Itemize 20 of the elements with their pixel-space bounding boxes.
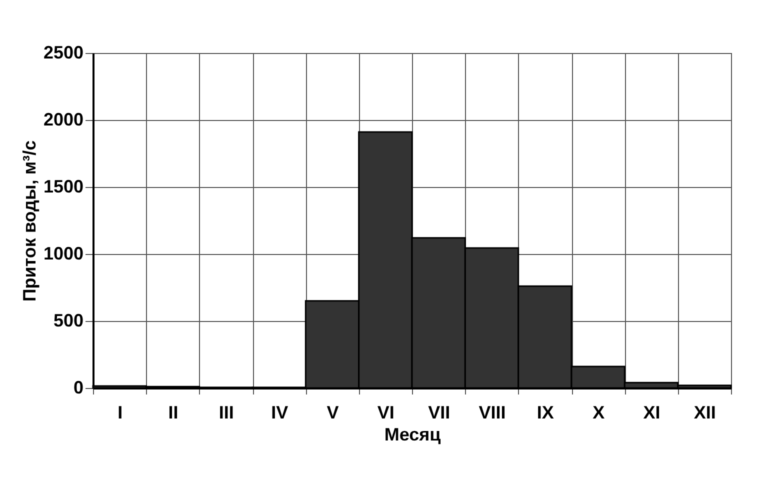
x-tick-label: III bbox=[218, 402, 234, 422]
x-tick-label: IV bbox=[271, 402, 288, 422]
y-tick-label: 500 bbox=[53, 310, 84, 330]
y-tick-label: 1500 bbox=[43, 176, 84, 196]
x-tick-label: VIII bbox=[478, 402, 506, 422]
y-tick-label: 2500 bbox=[43, 42, 84, 62]
y-tick-label: 1000 bbox=[43, 244, 84, 264]
x-axis-title: Месяц bbox=[384, 424, 441, 444]
x-tick-label: V bbox=[326, 402, 339, 422]
y-tick-label: 2000 bbox=[43, 110, 84, 130]
x-tick-label: XII bbox=[694, 402, 716, 422]
x-tick-label: XI bbox=[643, 402, 660, 422]
y-axis-title: Приток воды, м³/с bbox=[19, 140, 40, 302]
x-tick-label: VII bbox=[428, 402, 450, 422]
x-tick-label: IX bbox=[536, 402, 554, 422]
x-tick-label: X bbox=[592, 402, 605, 422]
y-tick-label: 0 bbox=[73, 378, 84, 398]
x-tick-label: I bbox=[118, 402, 123, 422]
x-tick-label: VI bbox=[377, 402, 394, 422]
x-tick-label: II bbox=[168, 402, 178, 422]
